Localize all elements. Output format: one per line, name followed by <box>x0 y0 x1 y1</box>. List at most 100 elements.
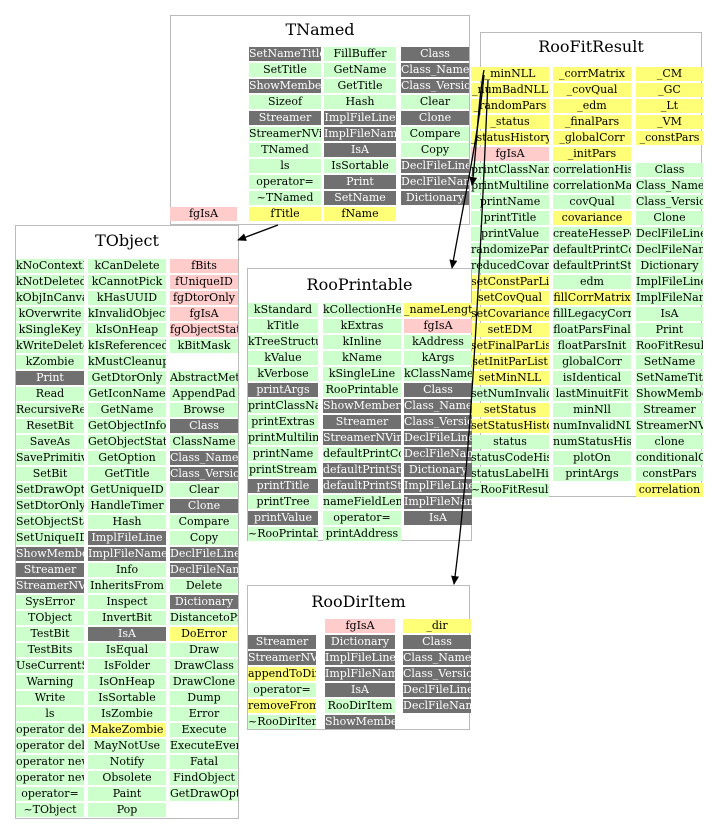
member-cell: _statusHistory <box>471 131 549 145</box>
member-cell: Error <box>170 707 238 721</box>
member-cell: fillCorrMatrix <box>553 291 631 305</box>
class-box-tnamed: TNamed SetNameTitle SetTitle ShowMembers Si… <box>170 15 470 225</box>
member-cell: setMinNLL <box>471 371 549 385</box>
member-cell: kTreeStructure <box>248 335 318 349</box>
member-cell: TestBits <box>16 643 84 657</box>
member-cell: setNumInvalidNLL <box>471 387 549 401</box>
member-cell: ~RooFitResult <box>471 483 549 497</box>
member-cell: SetName <box>324 191 396 205</box>
member-column: fgIsA Dictionary ImplFileLine ImplFileName I… <box>325 619 395 731</box>
member-cell: Class_Version <box>403 667 471 681</box>
member-cell: DeclFileLine <box>170 547 238 561</box>
member-cell: RecursiveRemove <box>16 403 84 417</box>
member-cell: AppendPad <box>170 387 238 401</box>
member-cell: SetDtorOnly <box>16 499 84 513</box>
member-cell: kMustCleanup <box>88 355 166 369</box>
member-cell: _Lt <box>636 99 703 113</box>
member-cell: StreamerNVirtual <box>248 651 316 665</box>
member-cell: correlation <box>636 483 703 497</box>
member-cell: DeclFileLine <box>636 227 703 241</box>
member-cell: kBitMask <box>170 339 238 353</box>
class-title: RooPrintable <box>306 275 413 294</box>
member-cell: Draw <box>170 643 238 657</box>
member-cell: ~TNamed <box>249 191 321 205</box>
member-cell: Print <box>324 175 396 189</box>
member-cell: GetDtorOnly <box>88 371 166 385</box>
member-cell: DeclFileName <box>404 447 472 461</box>
member-cell: SetTitle <box>249 63 321 77</box>
member-cell: DrawClone <box>170 675 238 689</box>
member-cell: ~RooDirItem <box>248 715 316 729</box>
member-cell: RooFitResult <box>636 339 703 353</box>
member-cell: IsFolder <box>88 659 166 673</box>
member-cell: StreamerNVirtual <box>323 431 401 445</box>
member-column: _nameLength fgIsA kAddress kArgs kClassName C… <box>404 303 472 527</box>
member-cell: GetName <box>324 63 396 77</box>
member-cell: StreamerNVirtual <box>16 579 84 593</box>
member-cell: FillBuffer <box>324 47 396 61</box>
member-cell: Dump <box>170 691 238 705</box>
member-cell: fgIsA <box>170 307 238 321</box>
member-cell: setFinalParList <box>471 339 549 353</box>
member-cell: Class <box>170 419 238 433</box>
member-cell: DeclFileName <box>403 699 471 713</box>
member-cell: Read <box>16 387 84 401</box>
member-column: kNoContextMenu kNotDeleted kObjInCanvas kOv… <box>16 259 84 819</box>
member-cell: defaultPrintStyle <box>323 479 401 493</box>
member-cell: kInline <box>323 335 401 349</box>
member-cell: operator= <box>16 787 84 801</box>
member-column: Class Class_Name Class_Version Clear Clone Co… <box>401 47 469 207</box>
member-cell: Dictionary <box>170 595 238 609</box>
member-cell: ImplFileLine <box>88 531 166 545</box>
member-cell: randomizePars <box>471 243 549 257</box>
member-cell: floatParsInit <box>553 339 631 353</box>
member-cell: Class <box>404 383 472 397</box>
member-cell: printName <box>248 447 318 461</box>
member-cell: StreamerNVirtual <box>249 127 321 141</box>
member-cell: appendToDir <box>248 667 316 681</box>
member-cell: covariance <box>553 211 631 225</box>
member-fgisa: fgIsA <box>170 207 237 221</box>
member-cell: SetDrawOption <box>16 483 84 497</box>
member-cell: ExecuteEvent <box>170 739 238 753</box>
member-cell: Class_Name <box>636 179 703 193</box>
member-cell: Dictionary <box>636 259 703 273</box>
member-cell: conditionalCovarianceMatrix <box>636 451 703 465</box>
member-cell: kCannotPick <box>88 275 166 289</box>
member-cell: Delete <box>170 579 238 593</box>
member-cell: SetName <box>636 355 703 369</box>
member-cell: IsA <box>636 307 703 321</box>
member-cell: Class_Name <box>170 451 238 465</box>
member-cell: IsA <box>404 511 472 525</box>
member-cell: fillLegacyCorrMatrix <box>553 307 631 321</box>
member-cell: setInitParList <box>471 355 549 369</box>
member-cell: correlationMatrix <box>553 179 631 193</box>
member-cell: numStatusHistory <box>553 435 631 449</box>
class-box-roofitresult: RooFitResult _minNLL _numBadNLL _randomPar… <box>471 32 703 497</box>
member-cell: kZombie <box>16 355 84 369</box>
member-cell: IsOnHeap <box>88 675 166 689</box>
member-cell: _status <box>471 115 549 129</box>
member-cell: Streamer <box>636 403 703 417</box>
member-cell: Class_Version <box>636 195 703 209</box>
member-cell: kClassName <box>404 367 472 381</box>
member-cell: printClassName <box>248 399 318 413</box>
member-cell: ImplFileName <box>324 127 396 141</box>
member-cell: kExtras <box>323 319 401 333</box>
member-column: kStandard kTitle kTreeStructure kValue kVerb… <box>248 303 318 543</box>
member-cell: SysError <box>16 595 84 609</box>
member-cell: kNotDeleted <box>16 275 84 289</box>
member-cell: ImplFileName <box>636 291 703 305</box>
member-cell: IsEqual <box>88 643 166 657</box>
member-cell: StreamerNVirtual <box>636 419 703 433</box>
class-box-roodiritem: RooDirItem Streamer StreamerNVirtual appen… <box>247 585 471 731</box>
member-cell: _VM <box>636 115 703 129</box>
member-cell: fgIsA <box>404 319 472 333</box>
member-cell: fTitle <box>249 207 321 221</box>
member-cell: MakeZombie <box>88 723 166 737</box>
member-column: _corrMatrix _covQual _edm _finalPars _global… <box>553 67 631 483</box>
member-cell: GetUniqueID <box>88 483 166 497</box>
member-cell: edm <box>553 275 631 289</box>
member-column: kCanDelete kCannotPick kHasUUID kInvalidObj… <box>88 259 166 819</box>
member-cell <box>636 147 703 161</box>
